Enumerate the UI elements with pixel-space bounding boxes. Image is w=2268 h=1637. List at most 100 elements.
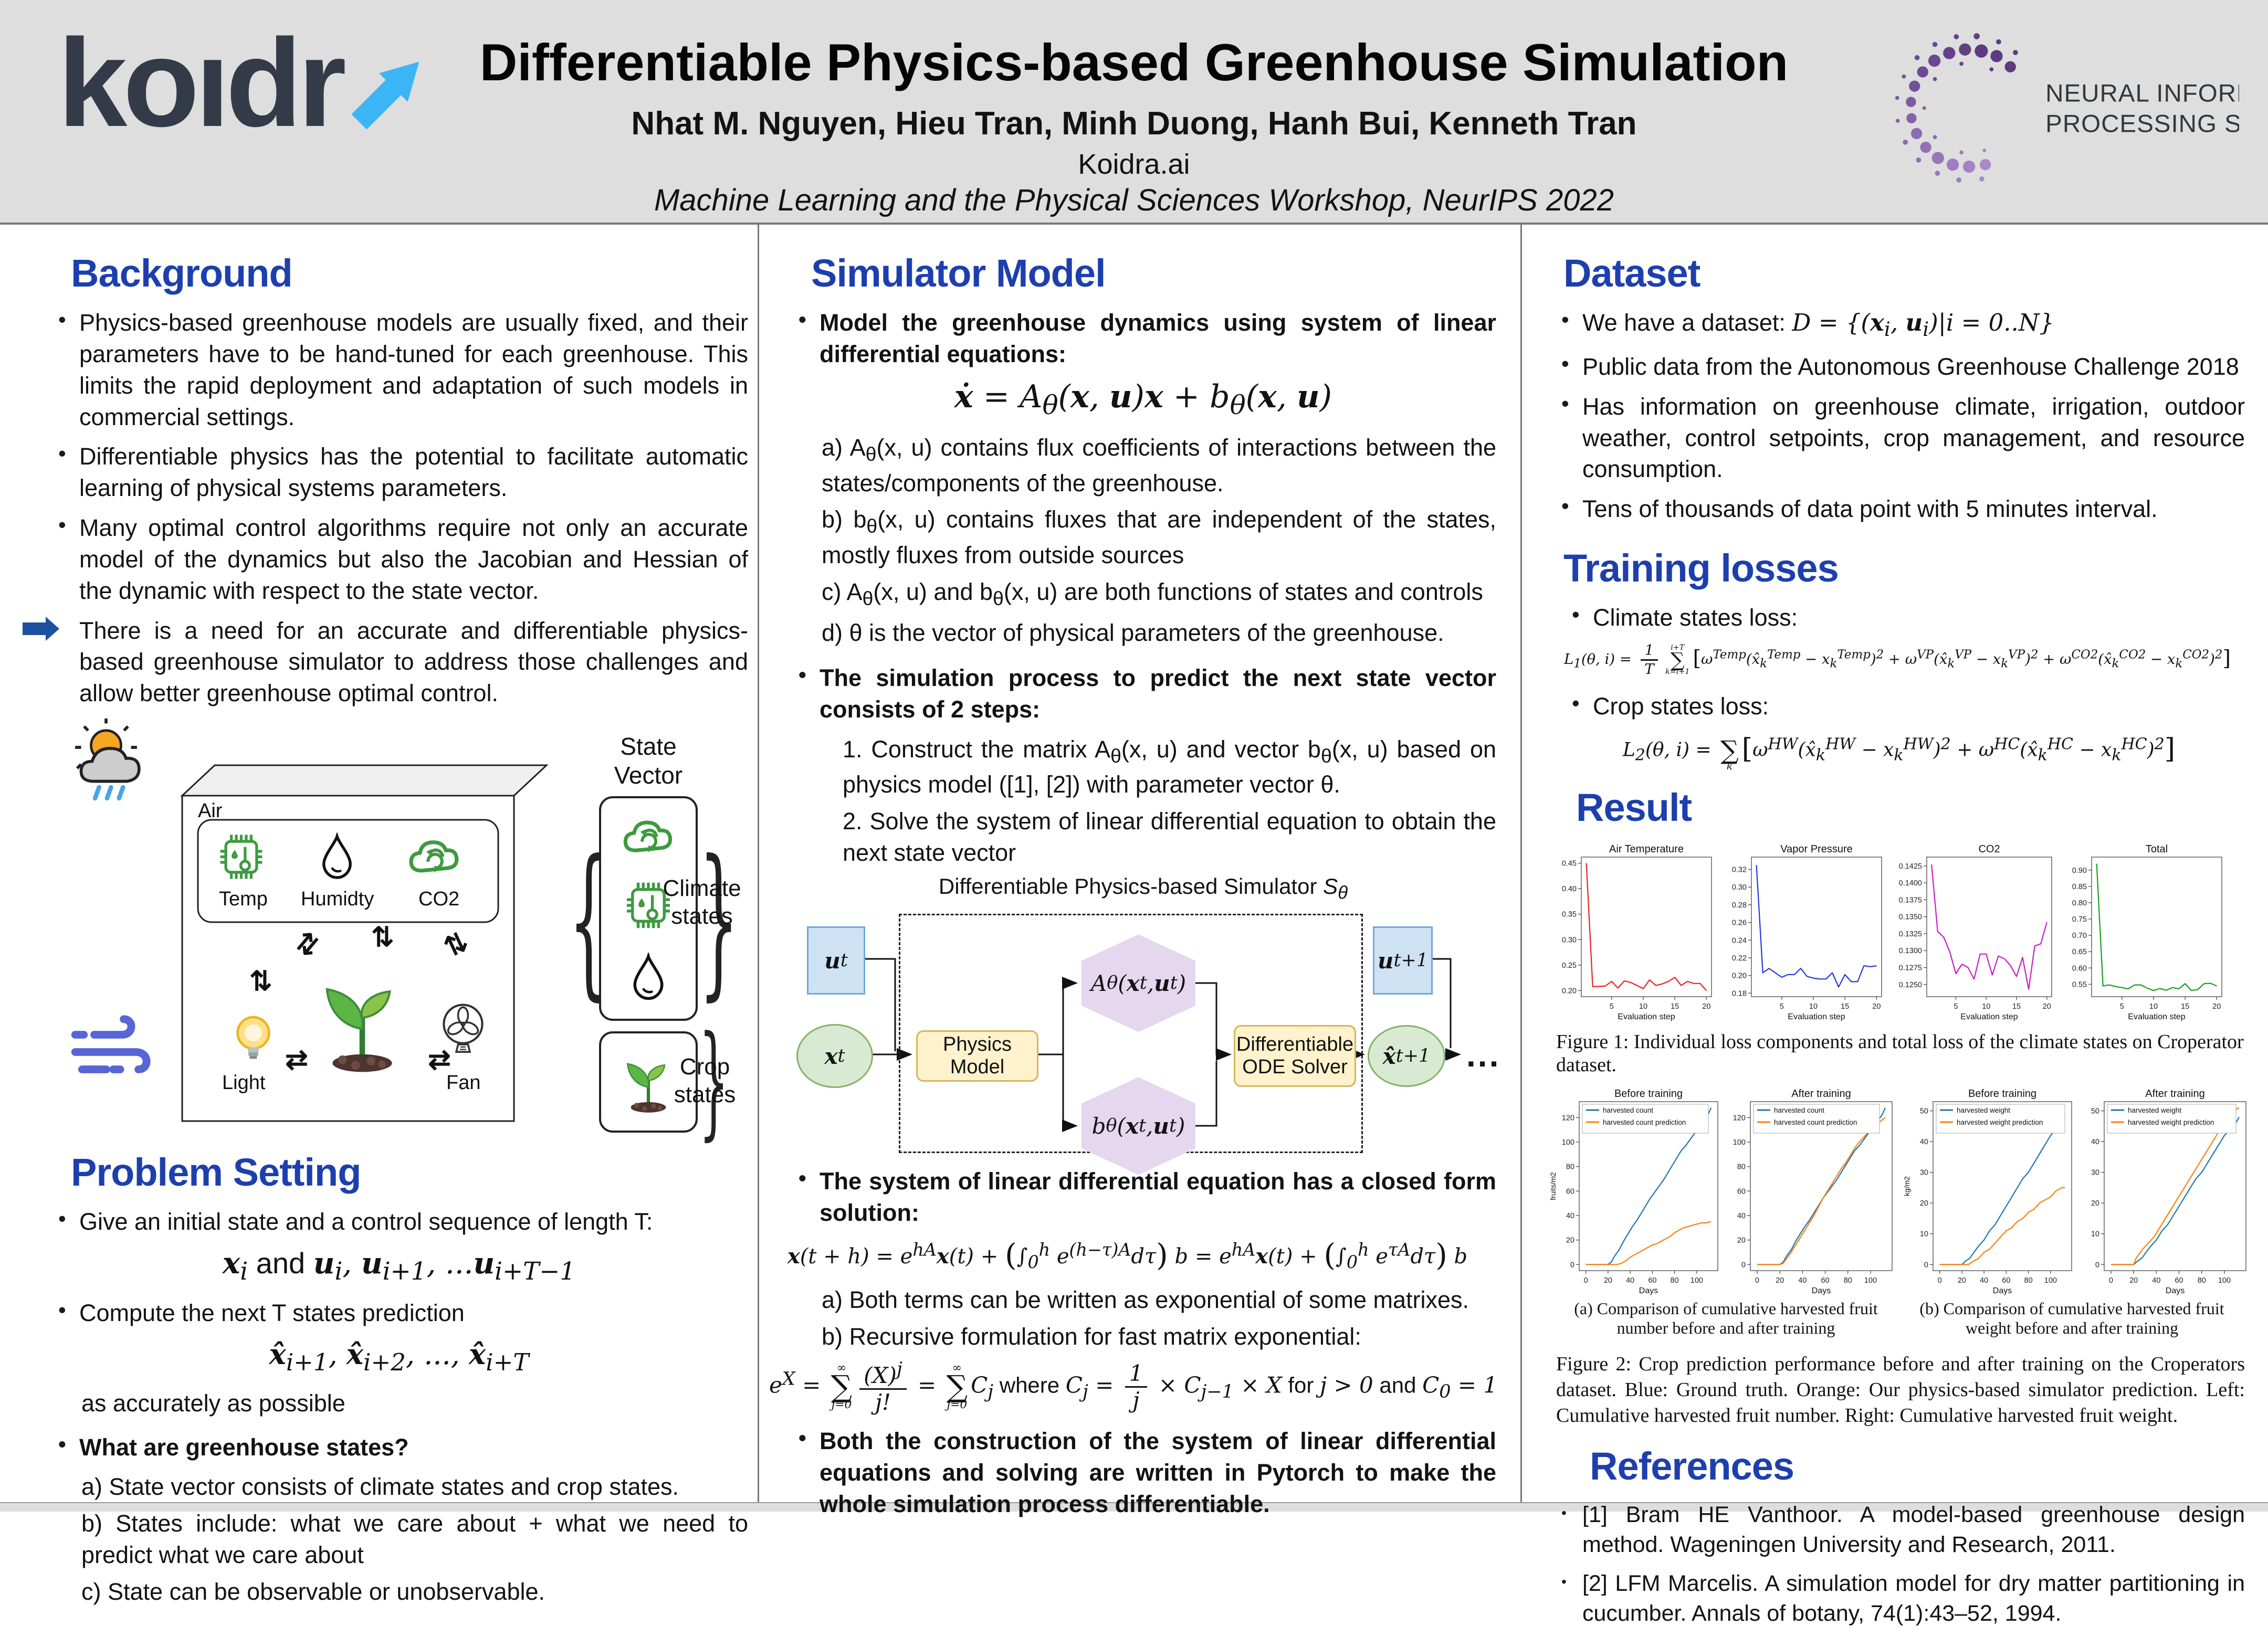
svg-text:60: 60	[1821, 1276, 1829, 1285]
svg-text:0.35: 0.35	[1562, 911, 1577, 919]
svg-text:20: 20	[2043, 1002, 2051, 1011]
simulator-sub-c: c) Aθ(x, u) and bθ(x, u) are both functi…	[822, 578, 1483, 610]
svg-text:Days: Days	[1812, 1286, 1831, 1295]
wind-icon	[66, 1009, 158, 1095]
svg-text:40: 40	[1920, 1138, 1928, 1146]
simulator-sub2-a: a) Both terms can be written as exponent…	[822, 1286, 1469, 1314]
koidra-logo: koıdr	[58, 21, 426, 146]
svg-text:0.20: 0.20	[1562, 987, 1577, 996]
simulator-sub2-b: b) Recursive formulation for fast matrix…	[822, 1323, 1361, 1350]
background-item: Differentiable physics has the potential…	[50, 439, 748, 504]
svg-text:5: 5	[2120, 1002, 2124, 1011]
column-left: Background Physics-based greenhouse mode…	[23, 237, 748, 1613]
neurips-text-line1: NEURAL INFORMATION	[2045, 79, 2239, 107]
svg-text:0.80: 0.80	[2072, 899, 2087, 907]
crop-states-bracket	[599, 1031, 698, 1133]
svg-text:0.24: 0.24	[1732, 937, 1747, 945]
climate-loss-label: Climate states loss:	[1563, 600, 2245, 633]
svg-text:80: 80	[2024, 1276, 2033, 1285]
svg-text:40: 40	[1798, 1276, 1807, 1285]
simulator-sub-d: d) θ is the vector of physical parameter…	[822, 619, 1444, 646]
figure2-subcaptions: (a) Comparison of cumulative harvested f…	[1553, 1299, 2245, 1338]
svg-text:harvested weight: harvested weight	[1957, 1106, 2010, 1114]
svg-text:0.75: 0.75	[2072, 915, 2087, 924]
svg-text:10: 10	[2149, 1002, 2158, 1011]
svg-text:harvested weight: harvested weight	[2128, 1106, 2181, 1114]
svg-text:0.1375: 0.1375	[1899, 896, 1922, 905]
svg-text:20: 20	[1776, 1276, 1784, 1285]
svg-text:0: 0	[1584, 1276, 1588, 1285]
background-item: Many optimal control algorithms require …	[50, 510, 748, 607]
svg-text:50: 50	[2091, 1107, 2099, 1116]
svg-text:0.1400: 0.1400	[1899, 879, 1922, 888]
svg-text:Days: Days	[1639, 1286, 1658, 1295]
svg-text:0.55: 0.55	[2072, 981, 2087, 989]
svg-text:80: 80	[2198, 1276, 2206, 1285]
prediction-math: x̂i+1, x̂i+2, ..., x̂i+T	[269, 1337, 529, 1376]
column-divider-left	[758, 223, 759, 1503]
problem-item: Compute the next T states prediction	[50, 1295, 748, 1329]
svg-text:5: 5	[1954, 1002, 1958, 1011]
climate-states-label: Climate states	[663, 875, 741, 929]
problem-item: Give an initial state and a control sequ…	[50, 1204, 748, 1238]
svg-text:0: 0	[1741, 1261, 1746, 1270]
dataset-heading: Dataset	[1563, 251, 1700, 295]
simulator-bullet: Both the construction of the system of l…	[790, 1423, 1496, 1520]
simulator-model-heading: Simulator Model	[811, 251, 1106, 295]
svg-text:Evaluation step: Evaluation step	[1788, 1012, 1845, 1021]
svg-text:20: 20	[2091, 1199, 2099, 1208]
simulator-bullet: The simulation process to predict the ne…	[790, 660, 1496, 725]
svg-text:harvested count prediction: harvested count prediction	[1603, 1118, 1686, 1126]
diagram-arrows	[862, 958, 1461, 1133]
svg-text:0.40: 0.40	[1562, 885, 1577, 893]
dataset-item: Has information on greenhouse climate, i…	[1553, 389, 2245, 485]
svg-text:15: 15	[2181, 1002, 2189, 1011]
svg-text:50: 50	[1920, 1107, 1928, 1116]
svg-text:10: 10	[1982, 1002, 1990, 1011]
svg-text:0: 0	[1570, 1261, 1574, 1270]
exchange-arrow-icon: ⇅	[280, 1049, 311, 1072]
reference-item: [1] Bram HE Vanthoor. A model-based gree…	[1553, 1500, 2245, 1560]
light-bulb-icon	[223, 1009, 284, 1069]
simulator-sub-a: a) Aθ(x, u) contains flux coefficients o…	[822, 434, 1497, 497]
svg-text:0.1250: 0.1250	[1899, 981, 1922, 989]
svg-text:0.85: 0.85	[2072, 883, 2087, 891]
svg-text:kg/m2: kg/m2	[1903, 1176, 1911, 1196]
simulator-step-2: 2. Solve the system of linear differenti…	[843, 808, 1496, 867]
svg-text:40: 40	[1737, 1212, 1746, 1220]
svg-text:0.45: 0.45	[1562, 860, 1577, 868]
training-losses-heading: Training losses	[1563, 546, 1839, 590]
fan-label: Fan	[446, 1072, 481, 1094]
svg-text:0.18: 0.18	[1732, 990, 1747, 998]
svg-text:15: 15	[1671, 1002, 1679, 1011]
background-item-key: There is a need for an accurate and diff…	[23, 615, 748, 710]
svg-text:harvested count: harvested count	[1774, 1106, 1824, 1114]
diagram-node-ut1: u t+1	[1373, 926, 1433, 995]
svg-text:0: 0	[1938, 1276, 1942, 1285]
svg-text:0.1350: 0.1350	[1899, 913, 1922, 922]
references-heading: References	[1590, 1444, 1794, 1488]
svg-text:20: 20	[1737, 1237, 1746, 1245]
temp-sensor-icon	[214, 829, 269, 884]
svg-text:120: 120	[1562, 1114, 1574, 1123]
dataset-item: Tens of thousands of data point with 5 m…	[1553, 491, 2245, 525]
problem-sub-b: b) States include: what we care about + …	[81, 1510, 748, 1569]
air-label: Air	[198, 800, 223, 822]
diagram-node-xhat-t1: x̂ t+1	[1368, 1025, 1445, 1087]
humidity-droplet-icon	[624, 950, 673, 1003]
svg-text:80: 80	[1566, 1163, 1574, 1171]
control-sequence-math: xi and ui, ui+1, ...ui+T−1	[222, 1245, 576, 1286]
poster-affiliation: Koidra.ai	[1078, 149, 1190, 180]
continuation-dots: ...	[1466, 1036, 1501, 1074]
svg-text:0.30: 0.30	[1732, 884, 1747, 892]
humidity-droplet-icon	[313, 831, 361, 881]
state-vector-label: State Vector	[614, 733, 683, 789]
svg-text:40: 40	[2152, 1276, 2160, 1285]
svg-text:30: 30	[1920, 1169, 1928, 1177]
svg-text:0.30: 0.30	[1562, 936, 1577, 945]
fan-icon	[432, 988, 494, 1066]
svg-text:After training: After training	[1791, 1088, 1851, 1100]
svg-text:0.22: 0.22	[1732, 954, 1747, 963]
